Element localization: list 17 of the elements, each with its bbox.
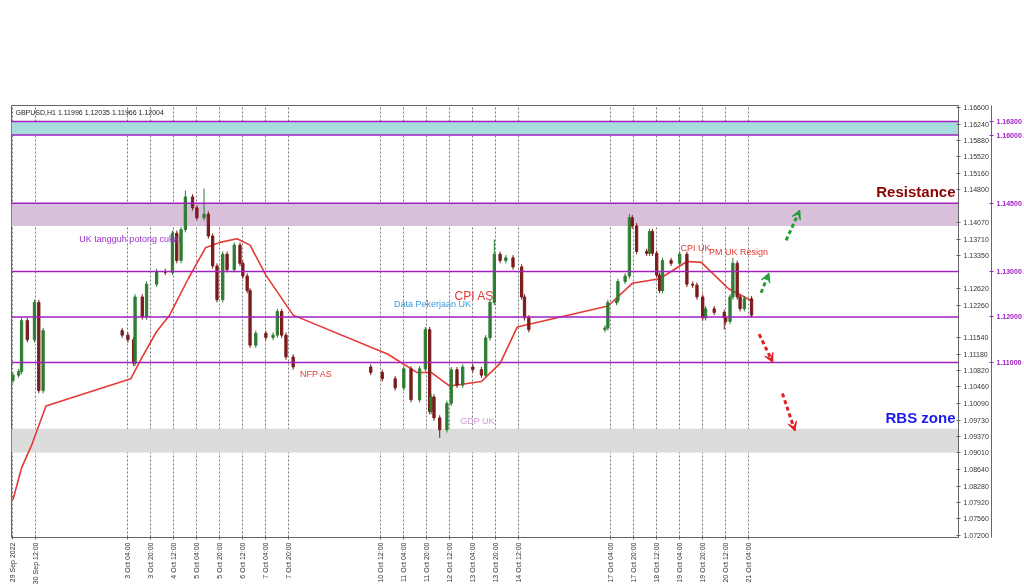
candlestick (11, 371, 15, 384)
annotation: PM UK Resign (709, 246, 769, 257)
annotation: GDP UK (460, 415, 495, 426)
band-label: Resistance (876, 183, 956, 201)
candlestick (669, 257, 673, 267)
candlestick (140, 293, 144, 321)
candlestick (438, 414, 442, 439)
candlestick (25, 317, 29, 343)
candlestick (202, 188, 206, 222)
candlestick (455, 366, 459, 389)
candlestick (225, 250, 229, 273)
annotation: Data Pekerjaan UK (394, 299, 472, 310)
candlestick (429, 393, 433, 415)
annotation: NFP AS (299, 368, 332, 379)
band-label: RBS zone (885, 408, 956, 426)
candlestick (402, 365, 406, 392)
candlestick (461, 363, 465, 389)
